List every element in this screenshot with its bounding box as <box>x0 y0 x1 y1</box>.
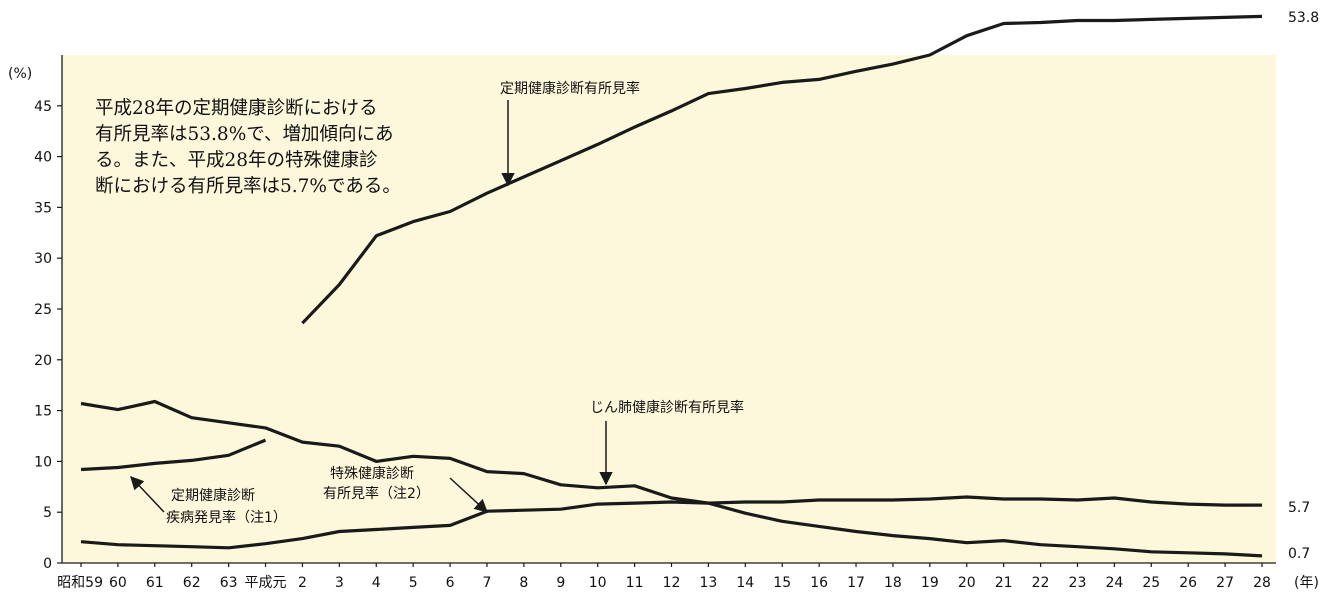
x-tick-label: 62 <box>183 575 201 591</box>
annotation-teiki: 定期健康診断有所見率 <box>500 80 640 97</box>
y-tick-label: 25 <box>34 302 52 318</box>
series-line-1 <box>80 399 1263 558</box>
end-label-jinpai: 0.7 <box>1288 546 1310 562</box>
x-tick-label: 27 <box>1216 575 1234 591</box>
x-tick-label: 3 <box>335 575 344 591</box>
x-tick-label: 26 <box>1179 575 1197 591</box>
annotation-jinpai: じん肺健康診断有所見率 <box>590 399 744 416</box>
x-tick-label: 25 <box>1142 575 1160 591</box>
x-tick-label: 21 <box>995 575 1013 591</box>
summary-note: 平成28年の定期健康診断における 有所見率は53.8%で、増加傾向にあ る。また… <box>95 96 495 200</box>
x-tick-label: 4 <box>372 575 381 591</box>
arrow-tokushu <box>449 477 488 513</box>
x-tick-label: 16 <box>810 575 828 591</box>
x-axis-unit: (年) <box>1294 575 1319 591</box>
annotation-tokushu-line1: 特殊健康診断 <box>330 465 414 482</box>
x-tick-label: 10 <box>589 575 607 591</box>
series-line-0 <box>301 14 1263 325</box>
x-tick-label: 17 <box>847 575 865 591</box>
annotation-tokushu-line2: 有所見率（注2） <box>323 485 430 502</box>
x-tick-label: 15 <box>773 575 791 591</box>
x-tick-label: 6 <box>446 575 455 591</box>
y-tick-label: 10 <box>34 454 52 470</box>
x-tick-label: 昭和59 <box>57 575 103 591</box>
x-tick-label: 11 <box>626 575 644 591</box>
y-tick-label: 40 <box>34 150 52 166</box>
y-tick-label: 30 <box>34 251 52 267</box>
top-value-label: 53.8 <box>1288 10 1319 26</box>
x-tick-label: 20 <box>958 575 976 591</box>
x-tick-label: 63 <box>220 575 238 591</box>
y-tick-label: 45 <box>34 99 52 115</box>
y-tick-label: 5 <box>43 505 52 521</box>
x-tick-label: 24 <box>1105 575 1123 591</box>
summary-note-line: 断における有所見率は5.7%である。 <box>95 176 401 197</box>
annotation-shippei-line1: 定期健康診断 <box>171 487 255 504</box>
arrow-shippei <box>130 476 165 513</box>
y-axis-label: (%) <box>8 66 32 82</box>
x-tick-label: 18 <box>884 575 902 591</box>
summary-note-line: 有所見率は53.8%で、増加傾向にあ <box>95 124 394 145</box>
series-line-3 <box>80 438 267 472</box>
x-tick-label: 13 <box>699 575 717 591</box>
end-label-tokushu: 5.7 <box>1288 500 1310 516</box>
summary-note-line: る。また、平成28年の特殊健康診 <box>95 150 378 171</box>
x-tick-label: 22 <box>1032 575 1050 591</box>
series-line-2 <box>80 495 1262 550</box>
x-tick-label: 9 <box>556 575 565 591</box>
plot-background <box>62 55 1276 563</box>
summary-note-line: 平成28年の定期健康診断における <box>95 98 378 119</box>
x-tick-label: 5 <box>409 575 418 591</box>
x-tick-label: 8 <box>519 575 528 591</box>
y-tick-label: 35 <box>34 200 52 216</box>
y-tick-label: 20 <box>34 353 52 369</box>
x-tick-label: 61 <box>146 575 164 591</box>
x-tick-label: 7 <box>483 575 492 591</box>
x-tick-label: 19 <box>921 575 939 591</box>
x-tick-label: 12 <box>663 575 681 591</box>
x-tick-label: 60 <box>109 575 127 591</box>
x-tick-label: 28 <box>1253 575 1271 591</box>
annotation-shippei-line2: 疾病発見率（注1） <box>166 509 287 526</box>
x-tick-label: 14 <box>736 575 754 591</box>
x-tick-label: 平成元 <box>245 575 287 591</box>
y-tick-label: 0 <box>43 556 52 572</box>
x-tick-label: 23 <box>1069 575 1087 591</box>
y-tick-label: 15 <box>34 404 52 420</box>
data-lines <box>80 14 1263 558</box>
x-tick-label: 2 <box>298 575 307 591</box>
